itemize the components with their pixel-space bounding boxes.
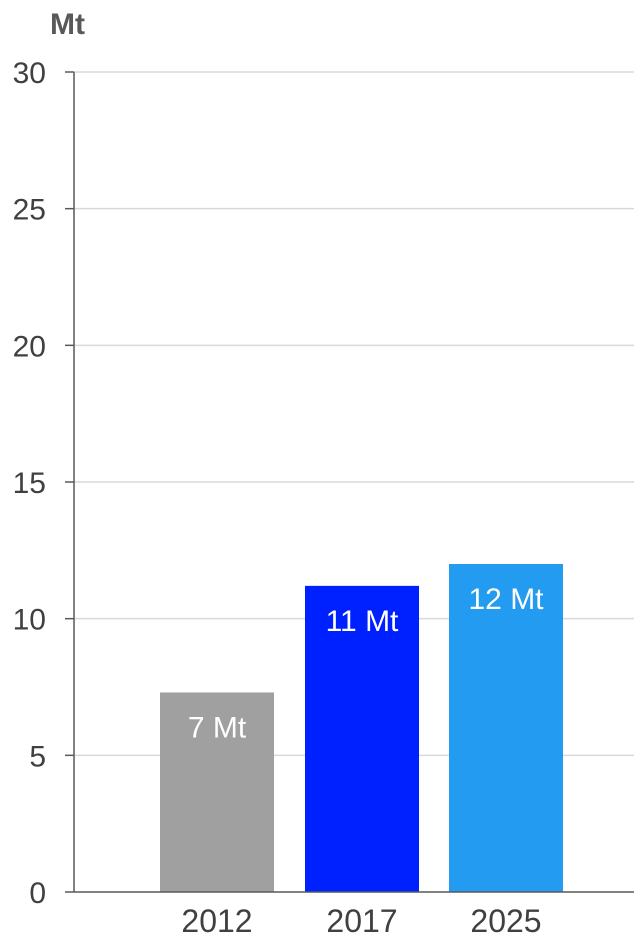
x-tick-label-2012: 2012	[181, 903, 252, 938]
data-label-2025: 12 Mt	[468, 583, 544, 616]
y-tick-label: 25	[13, 194, 46, 227]
bar-2012	[160, 692, 274, 892]
y-tick-label: 0	[29, 877, 46, 910]
y-tick-label: 30	[13, 57, 46, 90]
y-tick-label: 15	[13, 467, 46, 500]
x-tick-label-2025: 2025	[470, 903, 541, 938]
bar-2025	[449, 564, 563, 892]
data-label-2017: 11 Mt	[326, 605, 399, 638]
y-axis-unit-label: Mt	[50, 8, 85, 41]
x-tick-label-2017: 2017	[326, 903, 397, 938]
bars	[160, 564, 563, 892]
bar-2017	[305, 585, 419, 892]
y-tick-label: 10	[13, 604, 46, 637]
data-label-2012: 7 Mt	[188, 711, 247, 744]
y-tick-label: 5	[29, 740, 46, 773]
axes	[65, 71, 634, 893]
y-tick-label: 20	[13, 330, 46, 363]
